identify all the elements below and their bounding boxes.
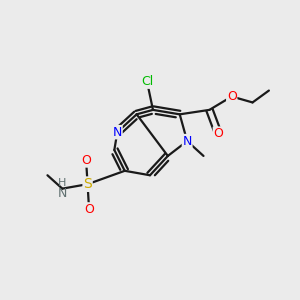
Text: O: O [84,203,94,216]
Text: H: H [58,178,67,188]
Text: O: O [213,127,223,140]
Text: N: N [182,135,192,148]
Text: S: S [83,177,92,191]
Text: Cl: Cl [141,75,153,88]
Text: O: O [81,154,91,167]
Text: N: N [58,188,67,200]
Text: N: N [112,126,122,139]
Text: O: O [227,90,237,103]
